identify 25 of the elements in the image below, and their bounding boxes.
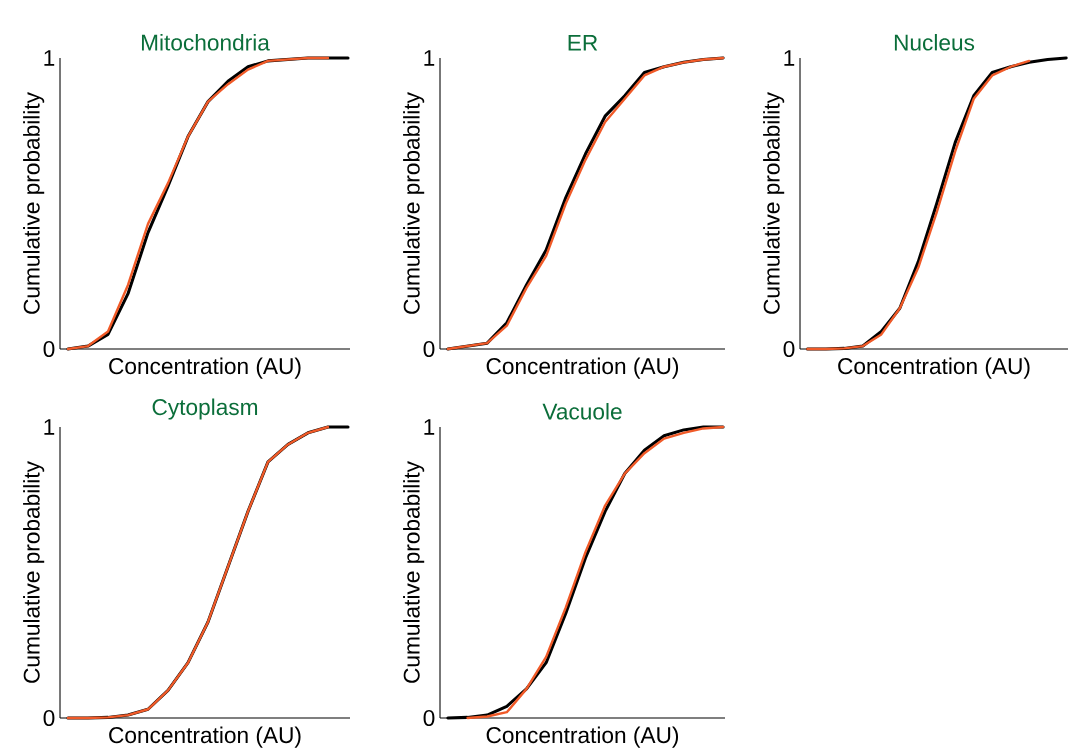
y-axis-title: Cumulative probability [763, 92, 785, 314]
y-tick-label: 0 [783, 340, 795, 358]
x-axis-title: Concentration (AU) [109, 726, 301, 748]
y-axis-title: Cumulative probability [403, 461, 425, 683]
y-tick-label: 0 [423, 340, 435, 358]
y-tick-label: 0 [43, 709, 55, 727]
y-tick-label: 0 [423, 709, 435, 727]
y-tick-label: 1 [784, 50, 795, 66]
y-axis-title: Cumulative probability [23, 92, 45, 314]
chart-title: Vacuole [542, 402, 622, 420]
y-axis-title: Cumulative probability [23, 461, 45, 683]
y-tick-label: 1 [424, 50, 435, 66]
y-tick-label: 1 [44, 419, 55, 435]
y-tick-label: 1 [44, 50, 55, 66]
chart-title: Nucleus [894, 33, 975, 51]
chart-title: ER [568, 35, 598, 51]
x-axis-title: Concentration (AU) [109, 357, 301, 379]
x-axis-title: Concentration (AU) [838, 357, 1030, 379]
chart-title: Cytoplasm [152, 398, 258, 420]
y-tick-label: 1 [424, 419, 435, 435]
y-tick-label: 0 [43, 340, 55, 358]
chart-title: Mitochondria [141, 33, 270, 51]
x-axis-title: Concentration (AU) [486, 726, 679, 748]
x-axis-title: Concentration (AU) [486, 357, 679, 379]
y-axis-title: Cumulative probability [403, 92, 425, 314]
